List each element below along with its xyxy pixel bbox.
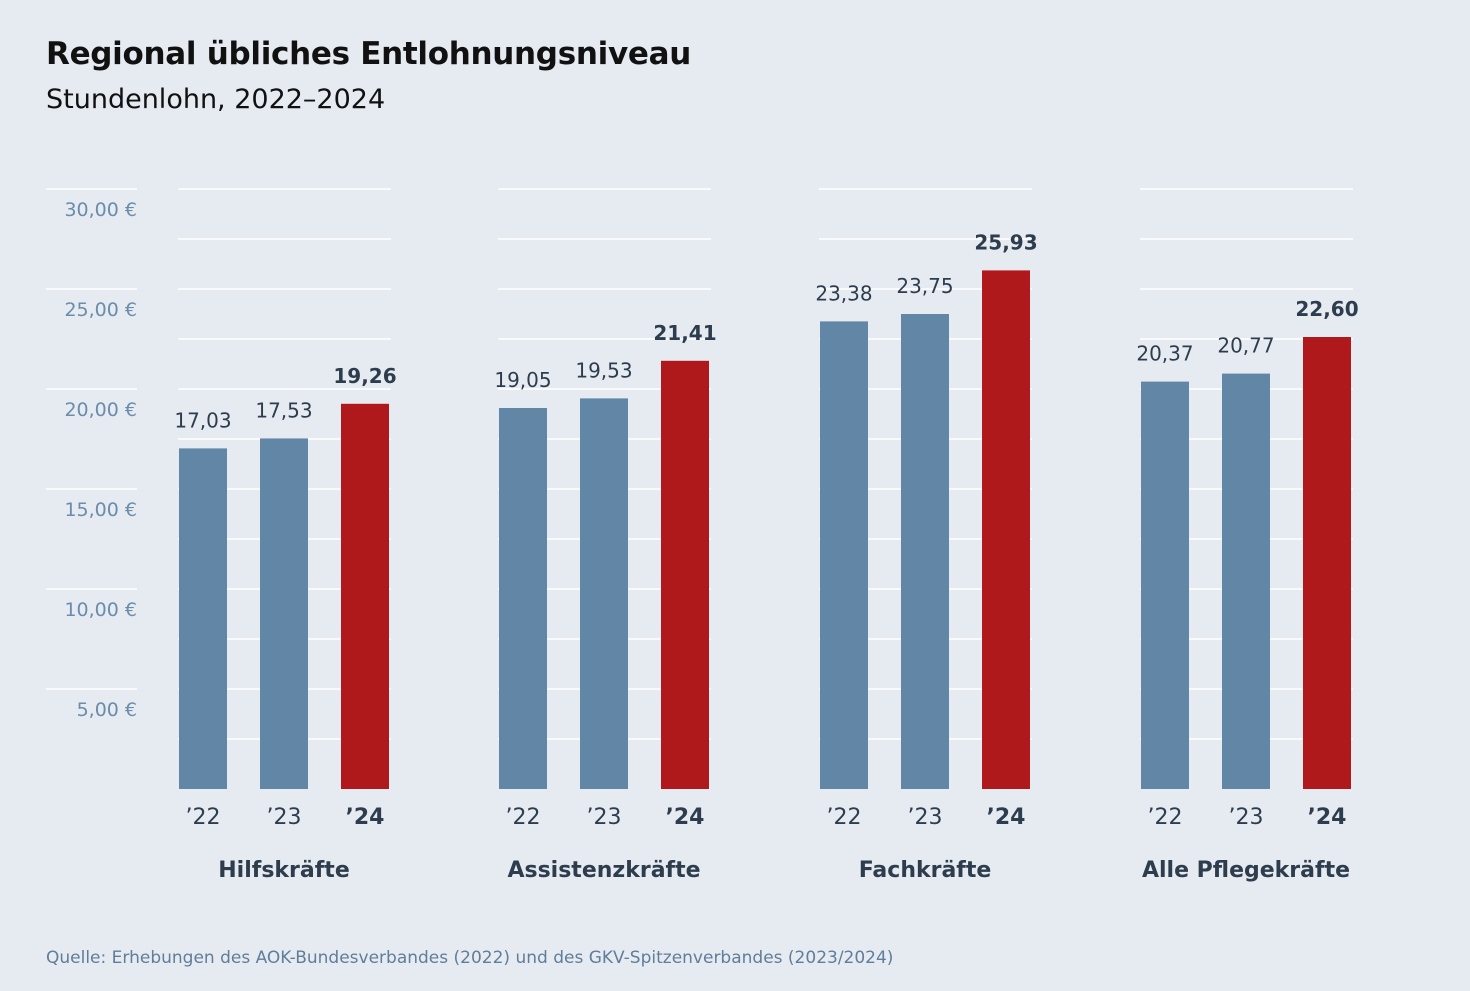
bar (341, 403, 389, 789)
y-tick-label: 5,00 € (77, 699, 137, 721)
group-label: Assistenzkräfte (507, 858, 700, 883)
group-label: Hilfskräfte (218, 858, 350, 883)
value-label: 17,53 (255, 398, 312, 422)
x-tick-label: ’24 (666, 805, 705, 830)
bar (580, 398, 628, 789)
value-label: 23,38 (815, 281, 872, 305)
bar (179, 448, 227, 789)
x-tick-label: ’22 (1148, 805, 1183, 830)
y-tick-label: 15,00 € (64, 499, 137, 521)
bar (1303, 337, 1351, 789)
value-label: 19,05 (494, 368, 551, 392)
value-label: 20,37 (1136, 342, 1193, 366)
x-tick-label: ’22 (186, 805, 221, 830)
source-note: Quelle: Erhebungen des AOK-Bundesverband… (46, 948, 894, 968)
x-tick-label: ’24 (1308, 805, 1347, 830)
bar (901, 314, 949, 789)
bar (661, 360, 709, 789)
y-tick-label: 10,00 € (64, 599, 137, 621)
x-tick-label: ’23 (1229, 805, 1264, 830)
bar (499, 408, 547, 789)
x-tick-label: ’23 (908, 805, 943, 830)
y-tick-label: 20,00 € (64, 399, 137, 421)
value-label: 19,53 (575, 358, 632, 382)
value-label: 21,41 (653, 321, 716, 345)
bars (179, 270, 1351, 789)
bar (260, 438, 308, 789)
group-label: Alle Pflegekräfte (1142, 858, 1350, 883)
bar (820, 321, 868, 789)
value-label: 20,77 (1217, 334, 1274, 358)
value-label: 19,26 (333, 364, 396, 388)
x-tick-label: ’24 (346, 805, 385, 830)
x-tick-label: ’24 (987, 805, 1026, 830)
bar (982, 270, 1030, 789)
x-tick-label: ’23 (587, 805, 622, 830)
value-label: 23,75 (896, 274, 953, 298)
x-tick-label: ’22 (506, 805, 541, 830)
y-tick-label: 30,00 € (64, 199, 137, 221)
y-axis: 5,00 € 10,00 € 15,00 € 20,00 € 25,00 € 30,00 … (46, 188, 137, 721)
x-tick-label: ’23 (267, 805, 302, 830)
chart-subtitle: Stundenlohn, 2022–2024 (46, 84, 386, 115)
bar (1141, 381, 1189, 789)
chart-title: Regional übliches Entlohnungsniveau (46, 36, 691, 72)
value-label: 17,03 (174, 408, 231, 432)
value-label: 25,93 (974, 230, 1037, 254)
bar (1222, 373, 1270, 789)
labels: 17,03 ’22 17,53 ’23 19,26 ’24 Hilfskräfte 19,05… (174, 230, 1358, 883)
x-tick-label: ’22 (827, 805, 862, 830)
group-label: Fachkräfte (859, 858, 992, 883)
y-tick-label: 25,00 € (64, 299, 137, 321)
value-label: 22,60 (1295, 297, 1358, 321)
